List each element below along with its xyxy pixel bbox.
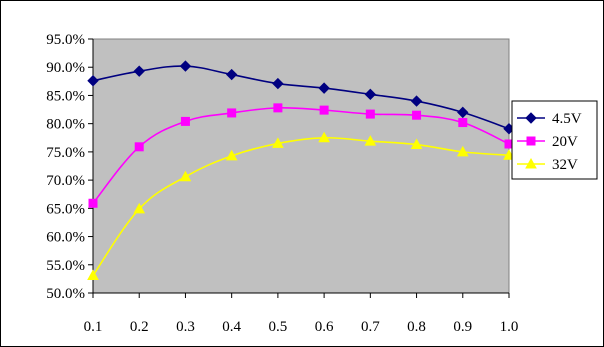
series-line	[92, 136, 510, 276]
y-tick-label: 95.0%	[46, 32, 85, 48]
data-point	[180, 116, 190, 126]
data-point	[410, 138, 423, 150]
x-tick-label: 0.7	[361, 319, 380, 335]
data-point	[273, 103, 283, 113]
data-point	[179, 60, 192, 72]
data-point	[456, 145, 469, 157]
x-tick-label: 0.6	[315, 319, 334, 335]
y-tick-label: 50.0%	[46, 286, 85, 302]
plot-area	[92, 38, 510, 294]
data-point	[410, 95, 423, 107]
data-point	[364, 135, 377, 146]
legend-label: 32V	[552, 157, 578, 173]
legend-marker	[525, 112, 537, 124]
legend: 4.5V 20V 32V	[511, 100, 598, 180]
data-point	[272, 77, 284, 90]
data-point	[365, 109, 375, 119]
series-32v	[87, 131, 515, 281]
legend-item: 4.5V	[517, 111, 582, 127]
x-tick-label: 0.9	[453, 319, 472, 335]
x-tick-label: 0.3	[176, 319, 195, 335]
data-point	[225, 68, 238, 81]
legend-item: 20V	[517, 134, 578, 150]
data-point	[227, 108, 237, 118]
x-tick-label: 0.2	[130, 319, 149, 335]
series-20v	[88, 103, 514, 208]
x-tick-label: 0.1	[84, 319, 103, 335]
data-point	[179, 170, 192, 182]
y-tick-label: 70.0%	[46, 173, 85, 189]
y-tick-label: 90.0%	[46, 60, 85, 76]
data-point	[88, 198, 98, 208]
data-point	[133, 202, 146, 214]
x-tick-label: 0.4	[222, 319, 241, 335]
legend-marker	[526, 136, 536, 146]
data-point	[87, 75, 99, 87]
x-axis: 0.1 0.2 0.3 0.4 0.5 0.6 0.7 0.8 0.9 1.0	[84, 292, 519, 335]
data-point	[225, 149, 238, 161]
data-point	[458, 118, 468, 128]
y-tick-label: 85.0%	[46, 88, 85, 104]
y-tick-label: 65.0%	[46, 201, 85, 217]
data-point	[412, 110, 422, 120]
x-tick-label: 1.0	[500, 319, 519, 335]
data-point	[87, 269, 99, 281]
x-tick-label: 0.8	[407, 319, 426, 335]
y-tick-label: 60.0%	[46, 230, 85, 246]
y-tick-label: 55.0%	[46, 258, 85, 274]
x-tick-label: 0.5	[269, 319, 288, 335]
legend-marker	[525, 157, 537, 169]
legend-item: 32V	[517, 157, 578, 173]
data-point	[457, 106, 469, 119]
data-point	[134, 142, 144, 152]
y-axis: 50.0% 55.0% 60.0% 65.0% 70.0% 75.0% 80.0% 85.0%…	[46, 32, 94, 302]
data-point	[318, 131, 330, 143]
legend-label: 4.5V	[552, 111, 582, 127]
legend-box	[511, 100, 598, 180]
series-layer	[87, 60, 515, 281]
data-point	[319, 105, 329, 115]
data-point	[318, 82, 330, 94]
series-4-5v	[87, 60, 515, 135]
legend-label: 20V	[552, 134, 578, 150]
y-tick-label: 75.0%	[46, 145, 85, 161]
series-line	[92, 65, 510, 130]
series-line	[92, 106, 510, 204]
y-tick-label: 80.0%	[46, 117, 85, 133]
data-point	[133, 65, 145, 77]
data-point	[272, 137, 284, 148]
data-point	[364, 88, 377, 101]
